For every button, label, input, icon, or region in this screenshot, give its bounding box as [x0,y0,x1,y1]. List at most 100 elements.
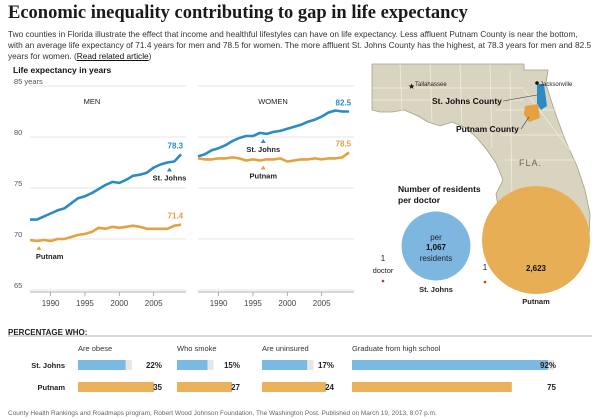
county-line [523,89,571,151]
end-value-label: 71.4 [168,212,184,221]
one-label-putnam: 1 [483,263,488,272]
st-johns-circle [401,211,471,281]
y-tick-label: 65 [14,281,22,290]
y-tick-label: 75 [14,179,22,188]
series-line [197,151,350,163]
y-tick-label: 70 [14,230,22,239]
intro-text: Two counties in Florida illustrate the e… [8,29,592,61]
bar [262,360,308,370]
row-label: St. Johns [31,361,65,370]
related-article-link[interactable]: Read related article [76,51,149,61]
panel-subtitle: WOMEN [258,97,288,106]
panel-subtitle: MEN [84,97,101,106]
st-johns-county-shape [537,84,547,110]
x-tick-label: 1990 [210,299,228,308]
bar-value-label: 35 [153,383,162,392]
doctors-title-line2: per doctor [398,195,441,205]
jacksonville-label: Jacksonville [540,82,573,88]
series-label: St. Johns [246,145,280,154]
county-line [459,63,463,125]
bar-remainder [548,360,554,370]
bar [262,382,326,392]
bar-value-label: 24 [325,383,334,392]
category-label: Graduate from high school [352,344,441,353]
bar [352,360,548,370]
page-title: Economic inequality contributing to gap … [8,3,468,23]
women-chart: 1990 1995 2000 2005 WOMEN 82.5 St. Johns 78.5 Pu… [197,85,354,308]
jacksonville-dot [535,81,539,85]
putnam-circle [482,186,590,294]
marker-triangle [36,246,42,251]
doctors-title-line1: Number of residents [398,184,481,194]
chart-title: Life expectancy in years [13,65,112,75]
doctor-dot-putnam [483,280,487,284]
category-label: Are uninsured [262,344,309,353]
series-label: Putnam [250,171,278,180]
bar-value-label: 27 [231,383,240,392]
st-johns-value: 1,067 [426,243,447,252]
y-tick-label: 80 [14,128,22,137]
series-line [29,223,182,243]
bar-remainder [207,360,214,370]
x-tick-label: 2005 [145,299,163,308]
source-footer: County Health Rankings and Roadmaps prog… [8,410,437,417]
tallahassee-label: Tallahassee [415,82,447,88]
category-label: Who smoke [177,344,217,353]
state-label: FLA. [519,158,542,168]
x-tick-label: 1995 [76,299,94,308]
end-value-label: 78.3 [168,141,184,150]
st-johns-name: St. Johns [419,285,453,294]
end-value-label: 78.5 [336,139,352,148]
percentage-heading: PERCENTAGE WHO: [8,328,88,337]
bar-value-label: 75 [547,383,556,392]
county-line [399,63,403,113]
end-value-label: 82.5 [336,99,352,108]
putnam-county-label: Putnam County [456,124,519,134]
bar [352,382,512,392]
row-label: Putnam [37,383,65,392]
st-johns-leader [502,94,538,102]
series-label: Putnam [36,252,64,261]
x-tick-label: 1995 [244,299,262,308]
county-line [429,63,433,123]
series-line [197,109,350,158]
bar-remainder [307,360,314,370]
marker-triangle [166,167,172,172]
putnam-name: Putnam [522,297,550,306]
doctor-dot-st-johns [381,279,385,283]
x-tick-label: 2000 [278,299,296,308]
bar-value-label: 15% [224,361,240,370]
men-chart: Life expectancy in years 65 70 75 80 85 years… [13,65,186,308]
tallahassee-star: ★ [408,82,415,91]
marker-triangle [260,165,266,170]
series-label: St. Johns [153,174,187,183]
bar [78,360,126,370]
putnam-leader [520,116,530,130]
bar [177,382,232,392]
st-johns-residents-label: residents [420,254,452,263]
x-tick-label: 2000 [110,299,128,308]
st-johns-per-label: per [430,233,442,242]
y-tick-label: 85 years [14,77,43,86]
putnam-county-shape [524,104,540,122]
putnam-value: 2,623 [526,264,547,273]
doctor-label: doctor [373,266,394,275]
bar [78,382,154,392]
bar [177,360,208,370]
series-line [30,153,183,221]
bar-value-label: 22% [146,361,162,370]
one-label-st-johns: 1 [381,254,386,263]
marker-triangle [260,138,266,143]
category-label: Are obese [78,344,112,353]
bar-value-label: 92% [540,361,556,370]
county-line [489,63,493,149]
bar-value-label: 17% [318,361,334,370]
st-johns-county-label: St. Johns County [432,96,502,106]
bar-remainder [125,360,132,370]
intro-body: Two counties in Florida illustrate the e… [8,29,592,61]
x-tick-label: 2005 [313,299,331,308]
x-tick-label: 1990 [42,299,60,308]
percentage-bars: St. Johns Putnam Are obese 22% 35 Who smoke 15… [8,335,592,392]
